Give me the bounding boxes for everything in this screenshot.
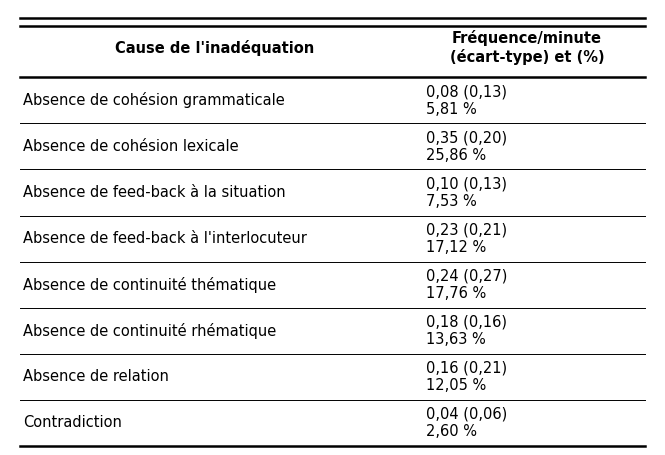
Text: 0,08 (0,13)
5,81 %: 0,08 (0,13) 5,81 % [426,84,507,116]
Text: 0,16 (0,21)
12,05 %: 0,16 (0,21) 12,05 % [426,361,507,393]
Text: 0,35 (0,20)
25,86 %: 0,35 (0,20) 25,86 % [426,130,507,162]
Text: Absence de cohésion grammaticale: Absence de cohésion grammaticale [23,92,285,108]
Text: Absence de feed-back à l'interlocuteur: Absence de feed-back à l'interlocuteur [23,231,307,246]
Text: 0,10 (0,13)
7,53 %: 0,10 (0,13) 7,53 % [426,177,507,209]
Text: Absence de relation: Absence de relation [23,369,169,384]
Text: 0,23 (0,21)
17,12 %: 0,23 (0,21) 17,12 % [426,222,507,255]
Text: Absence de continuité thématique: Absence de continuité thématique [23,277,277,293]
Text: Absence de feed-back à la situation: Absence de feed-back à la situation [23,185,286,200]
Text: Contradiction: Contradiction [23,415,122,430]
Text: Absence de continuité rhématique: Absence de continuité rhématique [23,323,277,339]
Text: Cause de l'inadéquation: Cause de l'inadéquation [115,40,314,56]
Text: Fréquence/minute
(écart-type) et (%): Fréquence/minute (écart-type) et (%) [450,30,604,65]
Text: Absence de cohésion lexicale: Absence de cohésion lexicale [23,139,239,154]
Text: 0,24 (0,27)
17,76 %: 0,24 (0,27) 17,76 % [426,268,507,301]
Text: 0,18 (0,16)
13,63 %: 0,18 (0,16) 13,63 % [426,314,507,347]
Text: 0,04 (0,06)
2,60 %: 0,04 (0,06) 2,60 % [426,407,507,439]
